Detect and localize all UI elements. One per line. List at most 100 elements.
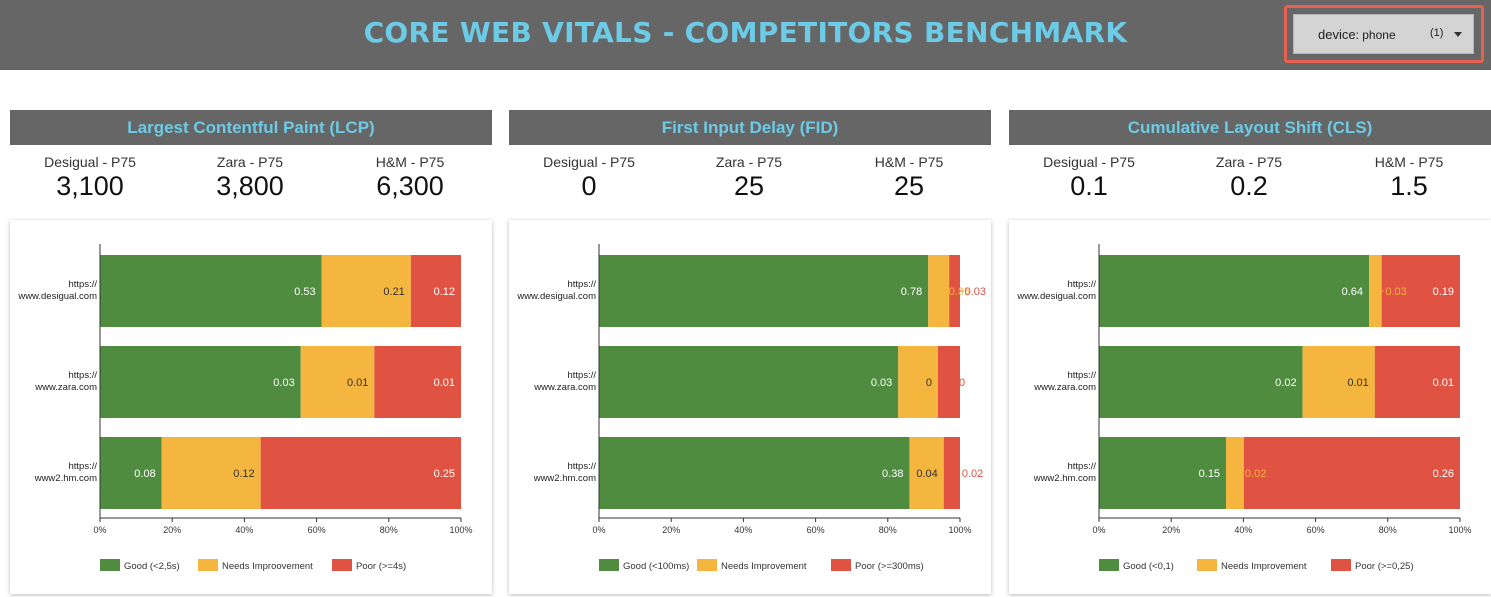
x-tick-label: 100%: [948, 525, 971, 535]
kpi-value: 0.2: [1230, 171, 1268, 201]
category-label: https://: [68, 370, 97, 381]
category-label: www.zara.com: [1033, 382, 1096, 393]
page-title: CORE WEB VITALS - COMPETITORS BENCHMARK: [363, 16, 1128, 49]
category-label: www2.hm.com: [1033, 473, 1096, 484]
data-label: 0.19: [1433, 286, 1454, 298]
category-label: https://: [567, 279, 596, 290]
kpi-label: Zara - P75: [1215, 154, 1283, 170]
kpi-label: H&M - P75: [874, 154, 944, 170]
category-label: www.zara.com: [34, 382, 97, 393]
legend-swatch: [100, 559, 120, 571]
bar-segment: [374, 346, 461, 418]
kpi-zara: Zara - P75 25: [669, 154, 829, 202]
category-label: https://: [1067, 461, 1096, 472]
category-label: https://: [567, 461, 596, 472]
bar-segment: [1243, 437, 1460, 509]
legend-swatch: [332, 559, 352, 571]
kpi-desigual: Desigual - P75 0.1: [1009, 154, 1169, 202]
x-tick-label: 60%: [308, 525, 326, 535]
data-label: 0.53: [294, 286, 315, 298]
stacked-bar-chart: 0.53 0.21 0.12https://www.desigual.com0.03…: [17, 244, 473, 572]
data-label: 0.03: [965, 286, 986, 298]
data-label: 0.78: [901, 286, 922, 298]
bar-segment: [1099, 437, 1227, 509]
category-label: https://: [1067, 279, 1096, 290]
panel-title: Largest Contentful Paint (LCP): [10, 110, 492, 145]
panel-fid: First Input Delay (FID) Desigual - P75 0…: [509, 110, 991, 594]
legend-label: Poor (>=0,25): [1355, 561, 1414, 572]
kpi-label: H&M - P75: [1374, 154, 1444, 170]
kpi-value: 3,100: [56, 171, 124, 201]
kpi-zara: Zara - P75 3,800: [170, 154, 330, 202]
category-label: www.desigual.com: [17, 291, 97, 302]
bar-segment: [1099, 346, 1303, 418]
kpi-value: 0.1: [1070, 171, 1108, 201]
chart-card: 0.53 0.21 0.12 https://www.desigual.com 0.03…: [10, 220, 492, 594]
x-tick-label: 40%: [734, 525, 752, 535]
bar-segment: [1374, 346, 1460, 418]
kpi-label: Zara - P75: [216, 154, 284, 170]
data-label: 0.03: [273, 377, 294, 389]
kpi-value: 1.5: [1390, 171, 1428, 201]
category-label: www2.hm.com: [533, 473, 596, 484]
x-tick-label: 100%: [1448, 525, 1471, 535]
legend-label: Good (<0,1): [1123, 561, 1174, 572]
bar-segment: [100, 437, 162, 509]
chart-card: 0.78 0.05 0.03 https://www.desigual.com 0.03…: [509, 220, 991, 594]
kpi-desigual: Desigual - P75 0: [509, 154, 669, 202]
chart-card: 0.64 0.03 0.19 https://www.desigual.com 0.02…: [1009, 220, 1491, 594]
x-tick-label: 80%: [879, 525, 897, 535]
stacked-bar-chart: 0.64 0.03 0.19https://www.desigual.com0.02…: [1016, 244, 1472, 572]
x-tick-label: 0%: [592, 525, 605, 535]
data-label: 0.05: [949, 286, 970, 298]
bar-segment: [260, 437, 461, 509]
kpi-value: 0: [581, 171, 597, 201]
bar-segment: [300, 346, 375, 418]
data-label: 0.02: [962, 468, 983, 480]
legend-label: Needs Improvement: [721, 561, 807, 572]
data-label: 0.12: [434, 286, 455, 298]
x-tick-label: 60%: [1307, 525, 1325, 535]
x-tick-label: 20%: [662, 525, 680, 535]
x-tick-label: 80%: [1379, 525, 1397, 535]
legend-label: Good (<2,5s): [124, 561, 180, 572]
data-label: 0.25: [434, 468, 455, 480]
bar-segment: [410, 255, 461, 327]
category-label: www.zara.com: [533, 382, 596, 393]
kpi-hm: H&M - P75 25: [829, 154, 989, 202]
legend-label: Needs Improvement: [1221, 561, 1307, 572]
category-label: www.desigual.com: [1016, 291, 1096, 302]
caret-down-icon: [1454, 32, 1462, 37]
data-label: 0.12: [233, 468, 254, 480]
bar-segment: [898, 346, 938, 418]
kpi-label: Desigual - P75: [1043, 154, 1135, 170]
data-label: 0.02: [1275, 377, 1296, 389]
x-tick-label: 20%: [163, 525, 181, 535]
data-label: 0.15: [1199, 468, 1220, 480]
device-filter-count: (1): [1430, 27, 1444, 39]
device-filter-dropdown[interactable]: device: phone (1): [1293, 14, 1474, 54]
kpi-value: 6,300: [376, 171, 444, 201]
kpi-value: 25: [893, 171, 925, 201]
x-tick-label: 100%: [449, 525, 472, 535]
x-tick-label: 40%: [1234, 525, 1252, 535]
x-tick-label: 0%: [1092, 525, 1105, 535]
category-label: https://: [1067, 370, 1096, 381]
legend-label: Poor (>=300ms): [855, 561, 924, 572]
legend-swatch: [1099, 559, 1119, 571]
data-label: 0.08: [134, 468, 155, 480]
kpi-desigual: Desigual - P75 3,100: [10, 154, 170, 202]
kpi-value: 3,800: [216, 171, 284, 201]
data-label: 0.01: [1433, 377, 1454, 389]
kpi-hm: H&M - P75 1.5: [1329, 154, 1489, 202]
data-label: 0.04: [916, 468, 937, 480]
category-label: https://: [68, 461, 97, 472]
bar-segment: [599, 255, 929, 327]
data-label: 0: [926, 377, 932, 389]
device-filter-label: device: phone: [1318, 27, 1396, 42]
kpi-label: H&M - P75: [375, 154, 445, 170]
kpi-label: Zara - P75: [715, 154, 783, 170]
bar-segment: [321, 255, 411, 327]
dashboard-header: CORE WEB VITALS - COMPETITORS BENCHMARK …: [0, 0, 1491, 70]
legend-swatch: [1331, 559, 1351, 571]
